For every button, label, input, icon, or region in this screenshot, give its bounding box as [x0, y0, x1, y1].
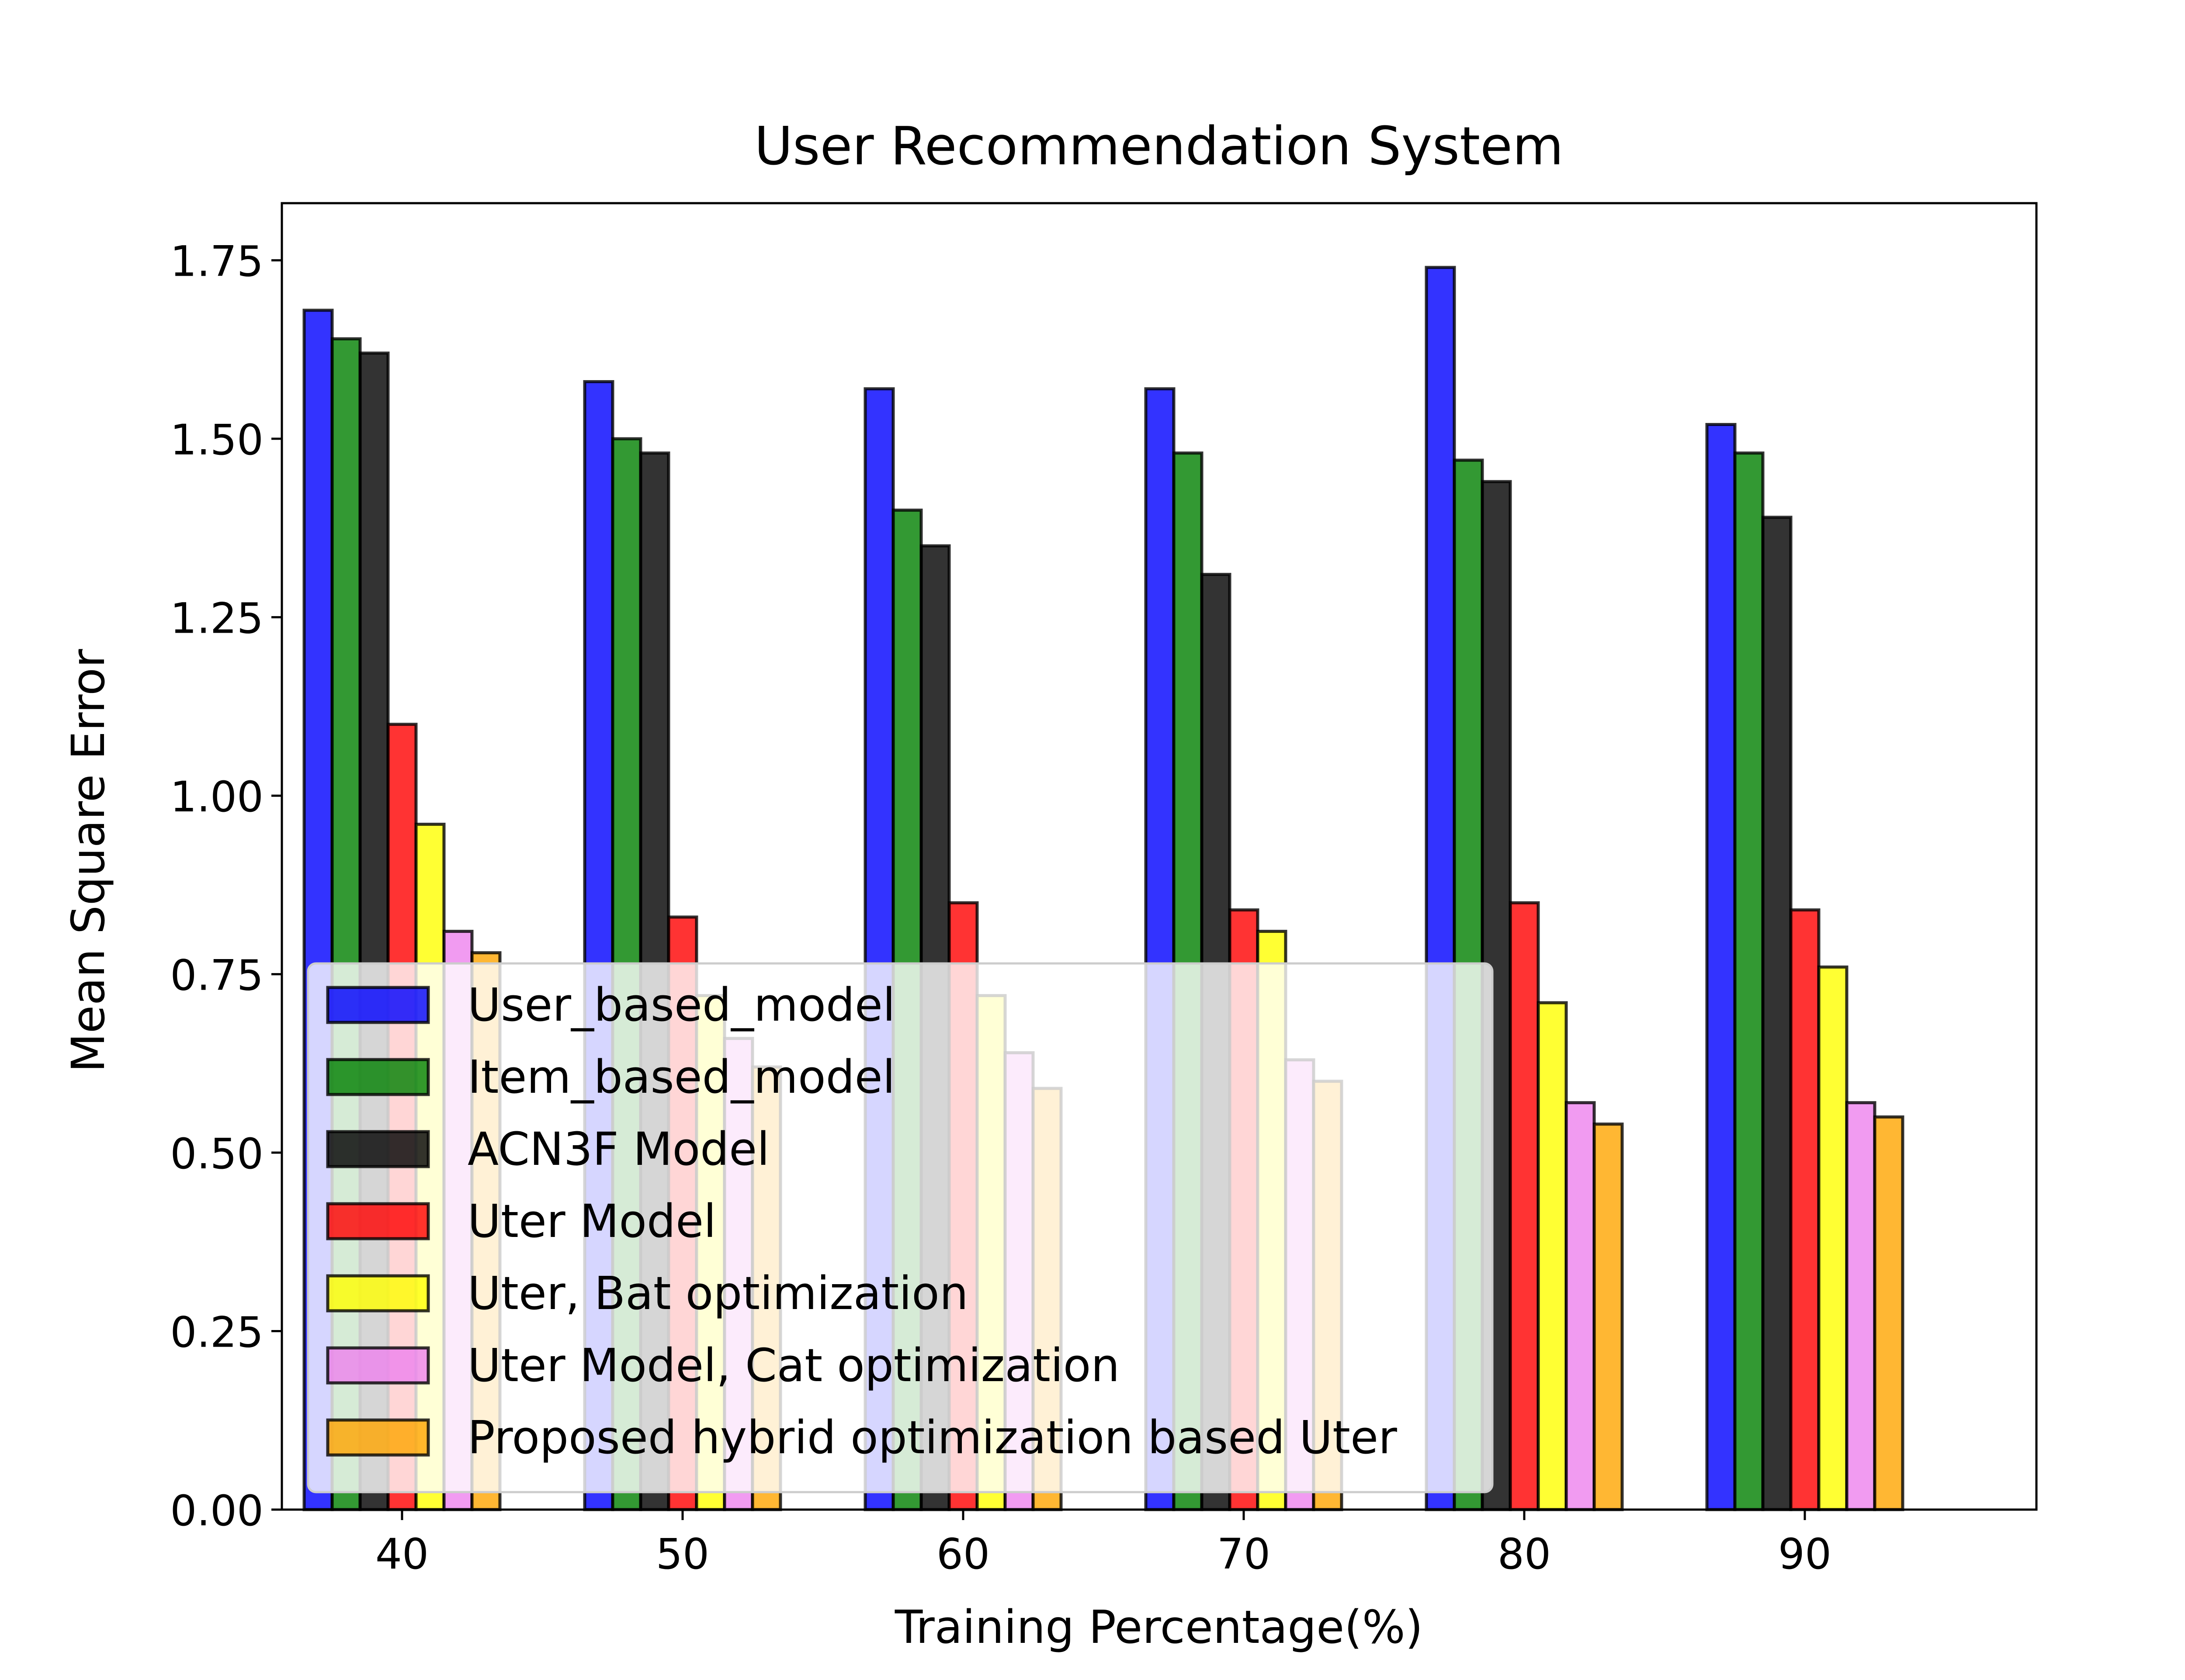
chart-title: User Recommendation System: [754, 116, 1564, 177]
x-tick-label: 90: [1778, 1530, 1831, 1579]
legend-box: [307, 962, 1494, 1493]
legend-label: User_based_model: [468, 978, 895, 1032]
legend-label: ACN3F Model: [468, 1122, 770, 1176]
bar-90-series-4: [1789, 908, 1821, 1511]
axes-layer: 0.00 0.25 0.50 0.75 1.00 1.25 1.50 1.75 40 50 60 70…: [170, 202, 2038, 1579]
legend-swatch: [326, 986, 430, 1024]
legend-label: Uter, Bat optimization: [468, 1267, 968, 1320]
legend-label: Item_based_model: [468, 1050, 895, 1104]
plot-frame: [281, 202, 2038, 1511]
legend-swatch: [326, 1418, 430, 1457]
x-tick-label: 80: [1498, 1530, 1551, 1579]
bar-90-series-5: [1817, 965, 1849, 1511]
x-tick-label: 40: [375, 1530, 429, 1579]
bar-90-series-6: [1845, 1101, 1876, 1511]
legend: User_based_model Item_based_model ACN3F Mo…: [307, 962, 1494, 1493]
bar-90-series-7: [1873, 1115, 1904, 1511]
bar-80-series-7: [1592, 1122, 1624, 1511]
y-tick-label: 1.00: [170, 772, 264, 821]
y-axis-label: Mean Square Error: [62, 649, 115, 1072]
legend-label: Uter Model: [468, 1195, 716, 1248]
legend-label: Proposed hybrid optimization based Uter: [468, 1411, 1397, 1464]
bar-80-series-6: [1564, 1101, 1596, 1511]
bar-90-series-1: [1705, 423, 1737, 1511]
y-tick-label: 0.50: [170, 1129, 264, 1178]
x-tick-label: 60: [936, 1530, 990, 1579]
bar-80-series-4: [1509, 901, 1540, 1511]
bar-90-series-2: [1733, 451, 1765, 1511]
y-tick-label: 0.25: [170, 1308, 264, 1357]
bar-90-series-3: [1761, 516, 1793, 1511]
legend-swatch: [326, 1346, 430, 1385]
y-tick-label: 1.75: [170, 237, 264, 286]
y-tick-label: 0.00: [170, 1486, 264, 1535]
legend-label: Uter Model, Cat optimization: [468, 1339, 1120, 1392]
x-tick-label: 70: [1217, 1530, 1270, 1579]
legend-swatch: [326, 1130, 430, 1168]
x-tick-label: 50: [656, 1530, 709, 1579]
y-tick-label: 1.50: [170, 416, 264, 464]
x-axis-label: Training Percentage(%): [895, 1600, 1423, 1654]
bar-80-series-5: [1536, 1001, 1568, 1511]
y-tick-label: 1.25: [170, 594, 264, 643]
legend-swatch: [326, 1202, 430, 1240]
legend-swatch: [326, 1274, 430, 1313]
y-tick-label: 0.75: [170, 951, 264, 1000]
legend-swatch: [326, 1058, 430, 1096]
